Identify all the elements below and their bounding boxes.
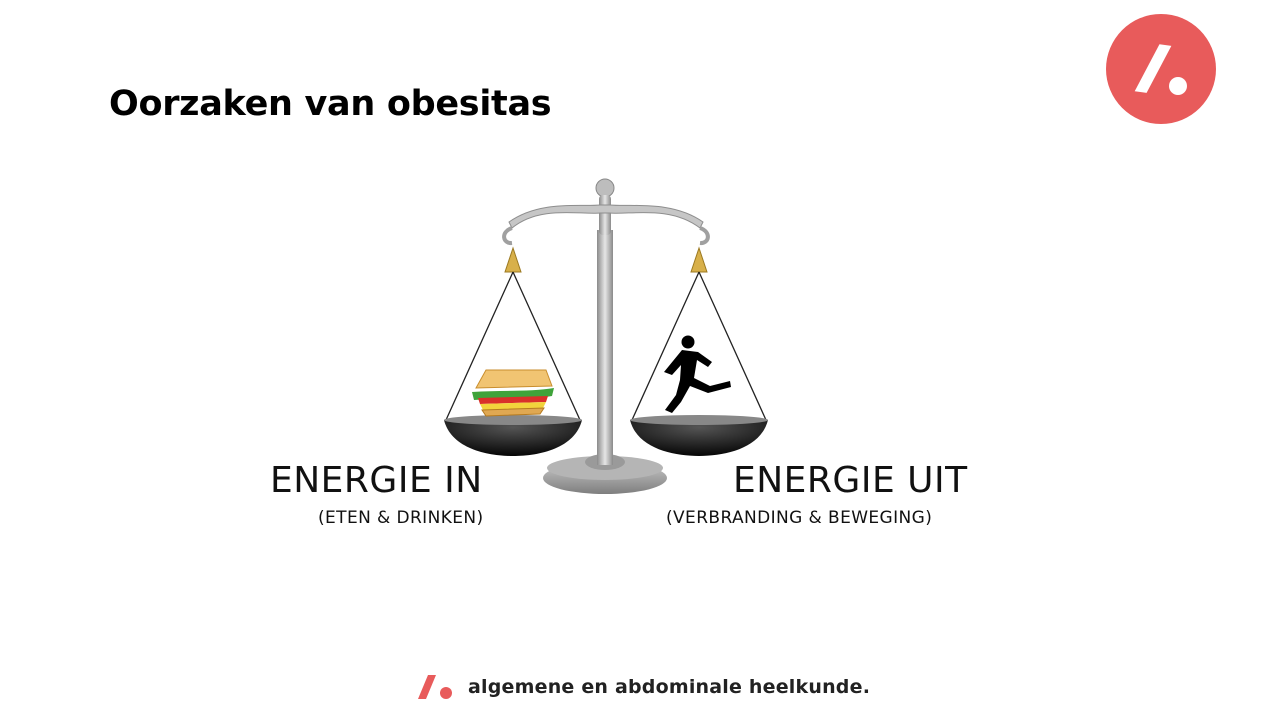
- energy-out-label: ENERGIE UIT: [733, 460, 968, 501]
- brand-name: algemene en abdominale heelkunde.: [468, 676, 871, 698]
- footer-brand: algemene en abdominale heelkunde.: [418, 672, 870, 702]
- scale-post: [597, 230, 613, 465]
- sandwich-icon: [472, 369, 554, 417]
- left-pan: [444, 420, 582, 456]
- energy-out-sublabel: (VERBRANDING & BEWEGING): [666, 508, 933, 528]
- brand-logo-icon: [1106, 14, 1216, 124]
- energy-in-label: ENERGIE IN: [270, 460, 483, 501]
- brand-mark-icon: [418, 675, 452, 699]
- energy-in-sublabel: (ETEN & DRINKEN): [318, 508, 484, 528]
- right-pan: [630, 420, 768, 456]
- scale-beam: [508, 204, 704, 229]
- page-title: Oorzaken van obesitas: [109, 84, 552, 124]
- runner-icon: [664, 335, 731, 413]
